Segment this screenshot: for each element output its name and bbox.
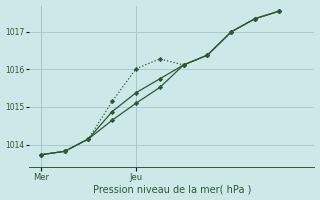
X-axis label: Pression niveau de la mer( hPa ): Pression niveau de la mer( hPa ) [92,184,251,194]
